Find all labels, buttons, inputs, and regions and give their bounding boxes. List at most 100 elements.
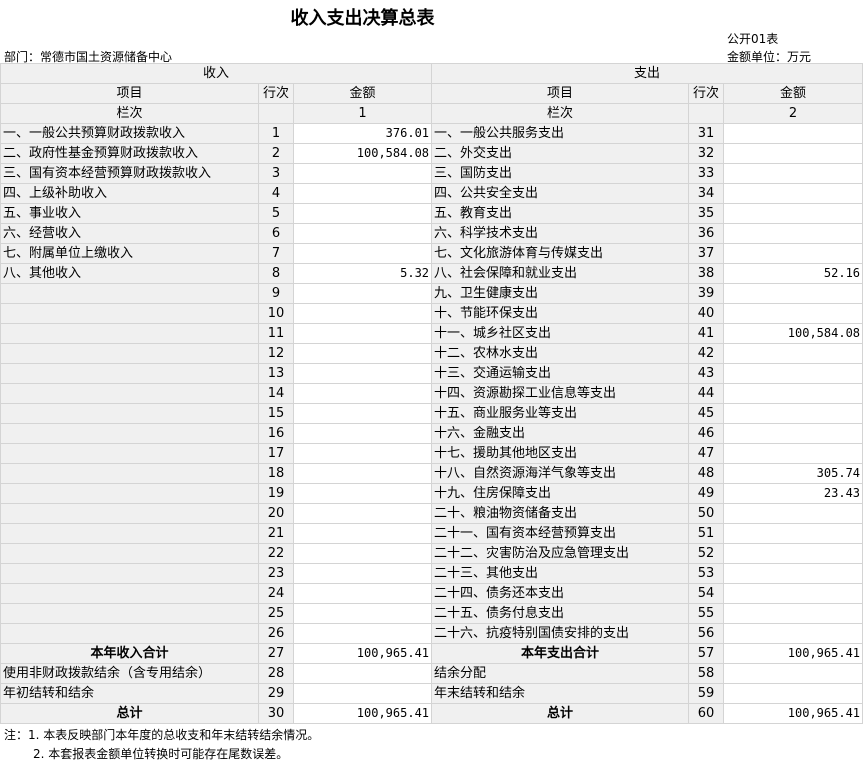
row-item <box>0 403 259 424</box>
row-item <box>0 623 259 644</box>
table-row: 14 <box>0 383 433 404</box>
item-header: 项目 <box>0 83 259 104</box>
row-item: 七、附属单位上缴收入 <box>0 243 259 264</box>
table-row: 八、社会保障和就业支出 38 52.16 <box>431 263 863 284</box>
row-item: 十五、商业服务业等支出 <box>431 403 689 424</box>
amount-header: 金额 <box>722 83 863 104</box>
table-row: 12 <box>0 343 433 364</box>
page-title: 收入支出决算总表 <box>290 8 435 29</box>
row-number: 46 <box>688 423 724 444</box>
table-row: 一、一般公共服务支出 31 <box>431 123 863 144</box>
table-row: 一、一般公共预算财政拨款收入 1 376.01 <box>0 123 433 144</box>
table-row: 结余分配 58 <box>431 663 863 684</box>
note-1: 注：1. 本表反映部门本年度的总收支和年末结转结余情况。 <box>4 728 320 742</box>
row-amount: 52.16 <box>722 263 863 284</box>
row-amount <box>292 463 433 484</box>
row-number: 18 <box>258 463 294 484</box>
row-number: 56 <box>688 623 724 644</box>
table-row: 总计 60 100,965.41 <box>431 703 863 724</box>
table-row: 十八、自然资源海洋气象等支出 48 305.74 <box>431 463 863 484</box>
row-item: 本年收入合计 <box>0 643 259 664</box>
row-amount <box>292 523 433 544</box>
row-item: 八、其他收入 <box>0 263 259 284</box>
row-number: 50 <box>688 503 724 524</box>
row-number: 47 <box>688 443 724 464</box>
row-amount <box>722 443 863 464</box>
row-amount <box>722 363 863 384</box>
row-number: 59 <box>688 683 724 704</box>
table-row: 16 <box>0 423 433 444</box>
row-amount <box>292 343 433 364</box>
row-amount <box>722 423 863 444</box>
table-row: 三、国有资本经营预算财政拨款收入 3 <box>0 163 433 184</box>
row-amount <box>292 183 433 204</box>
table-row: 二、外交支出 32 <box>431 143 863 164</box>
row-amount <box>292 383 433 404</box>
row-item: 一、一般公共预算财政拨款收入 <box>0 123 259 144</box>
row-item <box>0 603 259 624</box>
table-row: 15 <box>0 403 433 424</box>
row-number: 35 <box>688 203 724 224</box>
item-header: 项目 <box>431 83 689 104</box>
row-item: 二、外交支出 <box>431 143 689 164</box>
row-item: 四、上级补助收入 <box>0 183 259 204</box>
row-number: 8 <box>258 263 294 284</box>
row-item: 总计 <box>431 703 689 724</box>
row-number: 9 <box>258 283 294 304</box>
row-item: 四、公共安全支出 <box>431 183 689 204</box>
department-label: 部门：常德市国土资源储备中心 <box>4 50 173 64</box>
row-amount <box>292 483 433 504</box>
row-item <box>0 443 259 464</box>
unit-label: 金额单位：万元 <box>727 50 812 64</box>
row-amount <box>722 383 863 404</box>
row-item: 二十三、其他支出 <box>431 563 689 584</box>
row-item: 二十二、灾害防治及应急管理支出 <box>431 543 689 564</box>
row-number: 57 <box>688 643 724 664</box>
column-label: 栏次 <box>0 103 259 124</box>
row-amount <box>292 363 433 384</box>
row-item: 十、节能环保支出 <box>431 303 689 324</box>
row-number: 29 <box>258 683 294 704</box>
row-item: 总计 <box>0 703 259 724</box>
row-amount <box>722 123 863 144</box>
table-row: 九、卫生健康支出 39 <box>431 283 863 304</box>
row-amount <box>722 283 863 304</box>
row-item: 二、政府性基金预算财政拨款收入 <box>0 143 259 164</box>
table-row: 十六、金融支出 46 <box>431 423 863 444</box>
row-amount <box>292 303 433 324</box>
table-row: 十、节能环保支出 40 <box>431 303 863 324</box>
table-row: 四、公共安全支出 34 <box>431 183 863 204</box>
row-number: 39 <box>688 283 724 304</box>
row-amount <box>292 223 433 244</box>
row-amount <box>722 223 863 244</box>
row-amount: 100,965.41 <box>292 643 433 664</box>
row-number: 55 <box>688 603 724 624</box>
table-row: 二十、粮油物资储备支出 50 <box>431 503 863 524</box>
row-number: 58 <box>688 663 724 684</box>
row-number: 51 <box>688 523 724 544</box>
row-item <box>0 583 259 604</box>
row-number: 25 <box>258 603 294 624</box>
table-row: 二十二、灾害防治及应急管理支出 52 <box>431 543 863 564</box>
table-row: 十一、城乡社区支出 41 100,584.08 <box>431 323 863 344</box>
row-item: 三、国防支出 <box>431 163 689 184</box>
row-item: 二十一、国有资本经营预算支出 <box>431 523 689 544</box>
row-item: 十八、自然资源海洋气象等支出 <box>431 463 689 484</box>
row-number: 43 <box>688 363 724 384</box>
row-amount <box>722 163 863 184</box>
expense-header: 支出 <box>430 63 863 84</box>
table-row: 10 <box>0 303 433 324</box>
row-item: 十一、城乡社区支出 <box>431 323 689 344</box>
row-item <box>0 483 259 504</box>
row-number: 3 <box>258 163 294 184</box>
row-amount <box>292 323 433 344</box>
row-amount: 100,584.08 <box>292 143 433 164</box>
row-amount <box>722 303 863 324</box>
empty-cell <box>258 103 294 124</box>
row-amount <box>292 403 433 424</box>
row-item: 使用非财政拨款结余（含专用结余） <box>0 663 259 684</box>
row-item: 年末结转和结余 <box>431 683 689 704</box>
row-item <box>0 283 259 304</box>
row-number: 6 <box>258 223 294 244</box>
row-number: 15 <box>258 403 294 424</box>
